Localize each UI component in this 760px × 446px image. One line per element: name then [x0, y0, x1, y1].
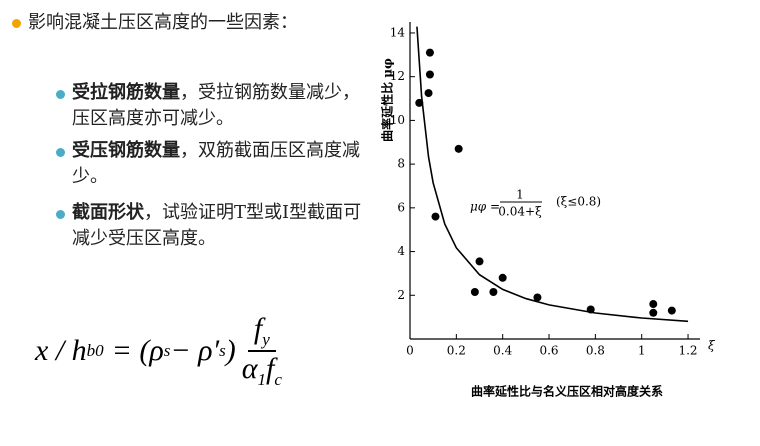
bullet-dot: [56, 148, 65, 157]
x-tick-label: 0.4: [493, 344, 512, 358]
x-tick-label: 0.8: [586, 344, 605, 358]
sub-bullet: 受压钢筋数量，双筋截面压区高度减少。: [72, 138, 362, 190]
formula-text: = (ρ: [111, 334, 164, 367]
formula-text: − ρ′: [170, 334, 220, 367]
formula-text: ): [225, 334, 236, 367]
bold-text: 受拉钢筋数量: [72, 82, 180, 103]
data-point: [425, 70, 434, 79]
bullet-dot: [12, 19, 21, 28]
data-point: [667, 306, 676, 315]
data-point: [424, 89, 433, 98]
data-point: [649, 308, 658, 317]
y-tick-label: 2: [397, 288, 405, 302]
text: ，双筋截面压区高度减少。: [72, 140, 360, 187]
x-axis-label: ξ: [708, 339, 716, 353]
data-point: [431, 212, 440, 221]
denominator: α1fc: [242, 352, 282, 390]
subscript: y: [262, 330, 270, 349]
main-bullet: 影响混凝土压区高度的一些因素：: [28, 12, 298, 33]
annotation: μφ =: [470, 200, 500, 214]
data-point: [649, 300, 658, 309]
sub-bullet: 受拉钢筋数量，受拉钢筋数量减少，压区高度亦可减少。: [72, 80, 362, 132]
subscript: b0: [86, 341, 104, 360]
bullet-dot: [56, 90, 65, 99]
data-point: [454, 144, 463, 153]
data-point: [415, 98, 424, 107]
subscript: s: [163, 341, 171, 360]
formula-text: f: [253, 312, 263, 345]
y-tick-label: 12: [390, 69, 405, 83]
x-tick-label: 0.2: [447, 344, 466, 358]
formula: x / h b0 = (ρ s − ρ′ s ) fy α1fc: [35, 312, 282, 390]
fraction: fy α1fc: [242, 312, 282, 390]
x-tick-label: 0: [406, 344, 414, 358]
chart-title: 曲率延性比与名义压区相对高度关系: [471, 384, 663, 399]
data-point: [533, 293, 542, 302]
formula-text: f: [266, 352, 275, 385]
data-point: [586, 305, 595, 314]
subscript: c: [274, 370, 282, 389]
x-tick-label: 0.6: [539, 344, 558, 358]
text: ，受拉钢筋数量减少，压区高度亦可减少。: [72, 82, 360, 129]
data-point: [475, 257, 484, 266]
x-tick-label: 1.2: [678, 344, 697, 358]
bullet-dot: [56, 210, 65, 219]
data-point: [470, 288, 479, 297]
fit-curve: [416, 26, 689, 323]
formula-text: x / h: [35, 334, 87, 367]
data-point: [498, 273, 507, 282]
x-tick-label: 1: [638, 344, 646, 358]
y-tick-label: 14: [390, 25, 406, 39]
annotation: 0.04+ξ: [498, 205, 542, 219]
bold-text: 截面形状: [72, 202, 144, 223]
y-tick-label: 10: [390, 113, 405, 127]
annotation: (ξ≤0.8): [556, 195, 601, 209]
subscript: s: [219, 341, 226, 360]
bold-text: 受压钢筋数量: [72, 140, 180, 161]
y-tick-label: 8: [397, 157, 405, 171]
numerator: fy: [247, 312, 276, 352]
annotation: 1: [516, 188, 524, 202]
y-axis-label: 曲率延性比 μφ: [380, 58, 395, 142]
formula-text: α: [241, 352, 258, 385]
text: ，试验证明T型或I型截面可减少受压区高度。: [72, 202, 362, 249]
data-point: [425, 48, 434, 57]
sub-bullet: 截面形状，试验证明T型或I型截面可减少受压区高度。: [72, 200, 362, 252]
data-point: [489, 288, 498, 297]
y-tick-label: 6: [397, 200, 405, 214]
subscript: 1: [257, 370, 267, 389]
y-tick-label: 4: [397, 244, 405, 258]
